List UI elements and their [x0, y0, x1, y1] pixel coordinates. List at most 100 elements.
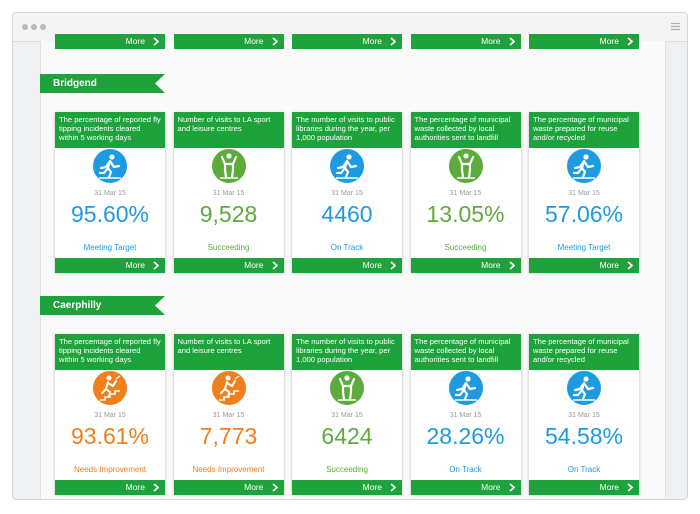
- more-button[interactable]: More: [529, 258, 639, 273]
- status-icon: [210, 148, 247, 189]
- card-status: Succeeding: [444, 243, 487, 252]
- chevron: [153, 37, 159, 46]
- icon: [447, 148, 484, 184]
- more-button[interactable]: More: [55, 480, 165, 495]
- more-button[interactable]: More: [410, 258, 521, 273]
- chevron: [271, 261, 278, 270]
- kpi-card[interactable]: The percentage of reported fly tipping i…: [55, 334, 165, 495]
- card-date: 31 Mar 15: [449, 412, 482, 419]
- card-title: The percentage of municipal waste collec…: [410, 334, 521, 370]
- card-title: The percentage of reported fly tipping i…: [55, 334, 165, 370]
- kpi-card[interactable]: The percentage of reported fly tipping i…: [55, 112, 165, 273]
- card-value: 57.06%: [544, 201, 623, 227]
- chevron: [627, 483, 633, 492]
- icon: [329, 370, 365, 406]
- card-value: 54.58%: [544, 423, 623, 449]
- chevron: [271, 483, 278, 492]
- card-date: 31 Mar 15: [449, 190, 482, 197]
- card-title: The percentage of municipal waste collec…: [410, 112, 521, 148]
- card-date: 31 Mar 15: [331, 190, 363, 197]
- kpi-card[interactable]: The number of visits to public libraries…: [292, 334, 402, 495]
- card-value: 13.05%: [426, 201, 505, 227]
- card-title: The percentage of municipal waste prepar…: [529, 112, 639, 148]
- kpi-card[interactable]: The percentage of municipal waste prepar…: [529, 334, 639, 495]
- chevron: [271, 37, 278, 46]
- chevron: [153, 483, 159, 492]
- more-button[interactable]: More: [292, 480, 402, 495]
- kpi-card[interactable]: The number of visits to public libraries…: [292, 112, 402, 273]
- more-button[interactable]: More: [173, 34, 284, 49]
- card-status: Needs Improvement: [192, 465, 265, 474]
- chevron: [390, 37, 396, 46]
- icon: [447, 370, 484, 406]
- dot: [22, 24, 28, 30]
- card-title: The percentage of reported fly tipping i…: [55, 112, 165, 148]
- dot: [40, 24, 46, 30]
- card-status: Succeeding: [326, 465, 368, 474]
- card-status: Meeting Target: [83, 243, 137, 252]
- card-date: 31 Mar 15: [331, 412, 363, 419]
- icon: [566, 370, 602, 406]
- card-value: 4460: [321, 201, 373, 227]
- icon: [210, 370, 247, 406]
- more-button[interactable]: More: [529, 34, 639, 49]
- card-value: 93.61%: [70, 423, 149, 449]
- chevron: [390, 483, 396, 492]
- card-title: Number of visits to LA sport and leisure…: [173, 334, 284, 370]
- more-button[interactable]: More: [173, 258, 284, 273]
- section-header: Caerphilly: [40, 296, 165, 315]
- icon: [566, 148, 602, 184]
- status-icon: [329, 370, 365, 411]
- card-title: Number of visits to LA sport and leisure…: [173, 112, 284, 148]
- more-button[interactable]: More: [529, 480, 639, 495]
- icon: [210, 148, 247, 184]
- card-date: 31 Mar 15: [568, 190, 600, 197]
- section-header: Bridgend: [40, 74, 165, 93]
- card-value: 95.60%: [70, 201, 149, 227]
- kpi-card[interactable]: Number of visits to LA sport and leisure…: [173, 334, 284, 495]
- card-date: 31 Mar 15: [212, 190, 245, 197]
- menu-icon[interactable]: [671, 22, 680, 31]
- status-icon: [566, 148, 602, 189]
- status-icon: [566, 370, 602, 411]
- icon: [92, 370, 128, 406]
- dot: [31, 24, 37, 30]
- card-date: 31 Mar 15: [568, 412, 600, 419]
- card-status: Meeting Target: [557, 243, 611, 252]
- card-status: Needs Improvement: [73, 465, 147, 474]
- more-button[interactable]: More: [55, 34, 165, 49]
- chevron: [508, 37, 515, 46]
- card-date: 31 Mar 15: [94, 190, 126, 197]
- chevron: [508, 261, 515, 270]
- card-title: The percentage of municipal waste prepar…: [529, 334, 639, 370]
- card-date: 31 Mar 15: [94, 412, 126, 419]
- more-button[interactable]: More: [410, 480, 521, 495]
- card-status: On Track: [330, 243, 364, 252]
- card-value: 9,528: [199, 201, 258, 227]
- card-title: The number of visits to public libraries…: [292, 334, 402, 370]
- card-title: The number of visits to public libraries…: [292, 112, 402, 148]
- status-icon: [210, 370, 247, 411]
- status-icon: [92, 370, 128, 411]
- card-value: 28.26%: [426, 423, 505, 449]
- more-button[interactable]: More: [292, 258, 402, 273]
- kpi-card[interactable]: The percentage of municipal waste collec…: [410, 334, 521, 495]
- more-button[interactable]: More: [55, 258, 165, 273]
- card-date: 31 Mar 15: [212, 412, 245, 419]
- chevron: [627, 261, 633, 270]
- more-button[interactable]: More: [410, 34, 521, 49]
- status-icon: [447, 148, 484, 189]
- status-icon: [329, 148, 365, 189]
- kpi-card[interactable]: The percentage of municipal waste prepar…: [529, 112, 639, 273]
- status-icon: [92, 148, 128, 189]
- chevron: [508, 483, 515, 492]
- card-status: On Track: [449, 465, 482, 474]
- card-status: On Track: [567, 465, 601, 474]
- kpi-card[interactable]: Number of visits to LA sport and leisure…: [173, 112, 284, 273]
- more-button[interactable]: More: [173, 480, 284, 495]
- chevron: [153, 261, 159, 270]
- more-button[interactable]: More: [292, 34, 402, 49]
- kpi-card[interactable]: The percentage of municipal waste collec…: [410, 112, 521, 273]
- card-value: 7,773: [199, 423, 258, 449]
